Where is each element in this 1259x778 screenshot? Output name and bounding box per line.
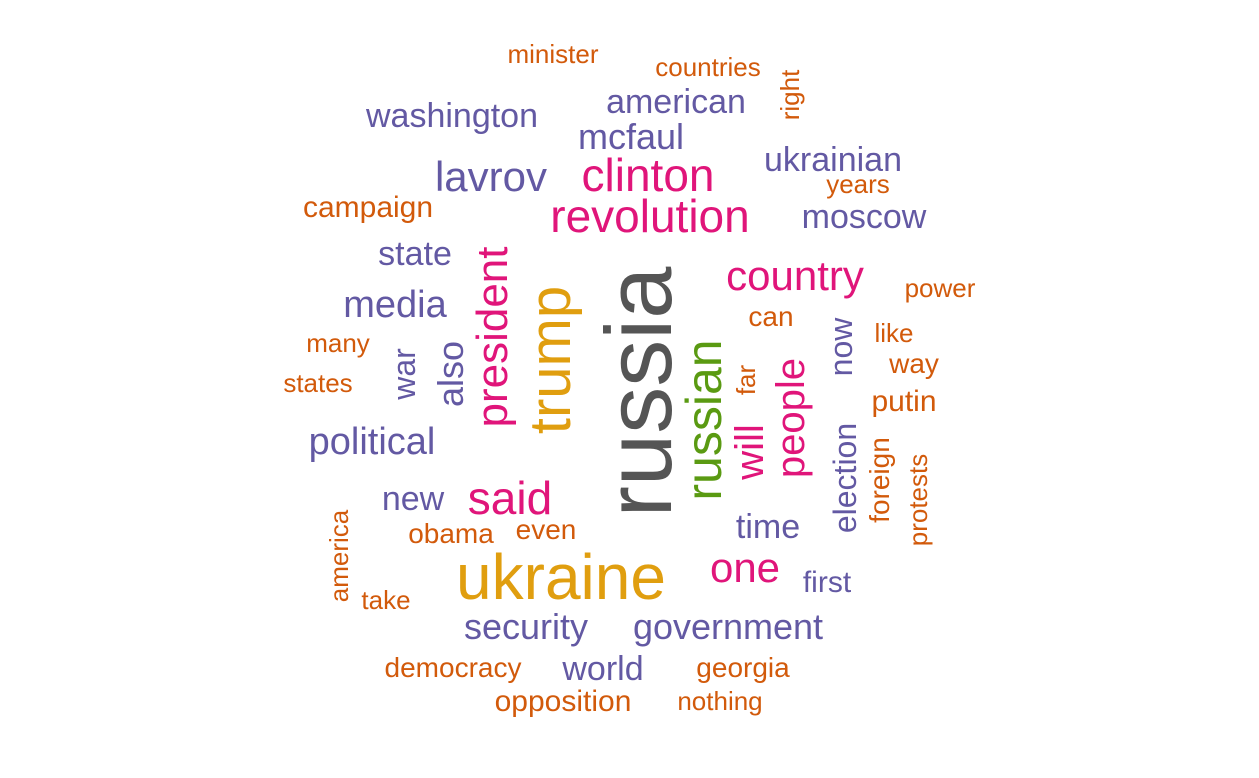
word-campaign: campaign (302, 191, 434, 224)
word-russia: russia (586, 266, 691, 518)
word-election: election (827, 422, 863, 534)
word-new: new (381, 480, 445, 518)
word-like: like (874, 318, 914, 348)
word-one: one (709, 544, 781, 591)
word-foreign: foreign (864, 437, 895, 523)
word-countries: countries (655, 52, 761, 82)
word-country: country (726, 252, 864, 299)
word-now: now (823, 317, 859, 377)
word-washington: washington (365, 97, 539, 135)
word-revolution: revolution (550, 190, 750, 242)
word-power: power (904, 273, 976, 303)
word-ukrainian: ukrainian (764, 141, 902, 179)
word-way: way (889, 348, 939, 379)
word-minister: minister (507, 39, 599, 69)
word-president: president (468, 246, 517, 428)
word-state: state (378, 235, 452, 273)
word-right: right (775, 69, 805, 121)
word-nothing: nothing (677, 686, 763, 716)
word-can: can (748, 301, 794, 332)
word-ukraine: ukraine (456, 541, 666, 613)
word-far: far (731, 364, 761, 396)
word-obama: obama (408, 518, 494, 549)
word-government: government (632, 606, 824, 647)
word-first: first (802, 566, 852, 599)
word-moscow: moscow (801, 198, 927, 236)
word-america: america (324, 509, 354, 603)
word-said: said (467, 472, 553, 524)
word-even: even (515, 514, 577, 545)
word-trump: trump (518, 285, 583, 435)
word-political: political (308, 421, 436, 463)
word-many: many (306, 328, 370, 358)
word-protests: protests (903, 453, 933, 547)
word-security: security (463, 606, 589, 647)
word-time: time (735, 508, 801, 546)
word-georgia: georgia (696, 652, 790, 683)
word-clinton: clinton (581, 149, 715, 201)
word-mcfaul: mcfaul (577, 116, 685, 157)
word-american: american (606, 83, 746, 121)
word-russian: russian (676, 339, 732, 501)
word-take: take (361, 585, 411, 615)
word-world: world (562, 650, 644, 688)
word-media: media (343, 284, 447, 326)
word-will: will (728, 424, 772, 480)
word-democracy: democracy (384, 652, 522, 683)
word-states: states (283, 368, 353, 398)
word-putin: putin (871, 385, 937, 418)
word-people: people (769, 357, 813, 479)
word-opposition: opposition (494, 685, 632, 718)
word-lavrov: lavrov (434, 153, 548, 200)
word-also: also (430, 340, 471, 408)
word-years: years (826, 169, 890, 199)
word-war: war (386, 348, 422, 400)
